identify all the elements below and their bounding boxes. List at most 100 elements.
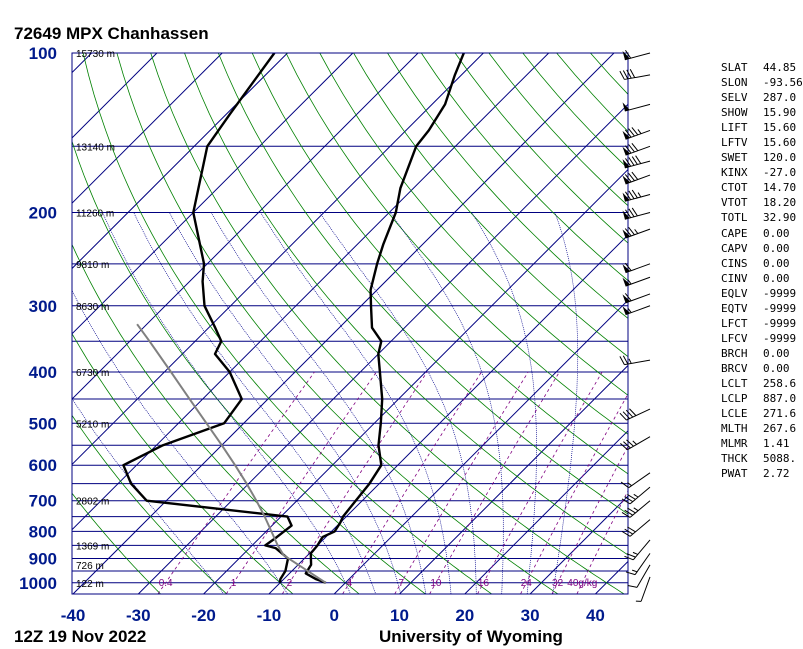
- height-label: 1369 m: [76, 541, 109, 552]
- wind-barb: [622, 207, 651, 220]
- index-row: LFCT -9999: [721, 316, 803, 331]
- height-label: 122 m: [76, 579, 104, 590]
- index-value: -9999: [763, 316, 797, 330]
- mixing-ratio-label: 16: [478, 578, 490, 589]
- isotherm-line: [399, 364, 628, 594]
- index-name: SWET: [721, 151, 748, 165]
- wind-barb: [624, 539, 651, 561]
- moist-adiabat-line: [169, 212, 402, 594]
- index-row: CAPE 0.00: [721, 226, 803, 241]
- index-name: CTOT: [721, 181, 748, 195]
- index-name: TOTL: [721, 211, 748, 225]
- plot-area: [72, 53, 628, 594]
- index-value: 5088.: [763, 452, 797, 466]
- index-name: CAPE: [721, 226, 748, 240]
- index-row: EQLV -9999: [721, 286, 803, 301]
- wind-barb: [622, 49, 651, 61]
- temperature-tick-label: -20: [191, 606, 216, 625]
- temperature-tick-label: -10: [257, 606, 282, 625]
- index-name: EQTV: [721, 301, 748, 315]
- height-label: 2802 m: [76, 497, 109, 508]
- index-row: TOTL 32.90: [721, 210, 803, 225]
- dry-adiabat-line: [285, 53, 628, 435]
- moist-adiabat-line: [390, 212, 504, 594]
- wind-barb: [621, 486, 651, 505]
- temperature-tick-label: -40: [61, 606, 86, 625]
- wind-barb: [622, 155, 651, 169]
- isotherm-line: [333, 299, 628, 594]
- wind-barb: [622, 127, 651, 140]
- index-row: LCLP 887.0: [721, 391, 803, 406]
- index-value: 1.41: [763, 437, 790, 451]
- isotherm-line: [464, 430, 628, 594]
- moist-adiabat-line: [102, 212, 351, 594]
- wind-barb: [627, 564, 651, 588]
- observation-time: 12Z 19 Nov 2022: [14, 627, 147, 646]
- height-label: 13140 m: [76, 142, 115, 153]
- wind-barb: [622, 305, 651, 316]
- temperature-profile: [304, 53, 465, 584]
- mixing-ratio-line: [342, 371, 482, 594]
- index-name: MLMR: [721, 437, 748, 451]
- index-name: SLAT: [721, 61, 748, 74]
- moist-adiabat-line: [72, 289, 288, 594]
- index-row: LCLT 258.6: [721, 376, 803, 391]
- moist-adiabat-line: [319, 212, 477, 594]
- dry-adiabat-line: [420, 53, 628, 282]
- temperature-tick-label: 40: [586, 606, 605, 625]
- index-row: BRCV 0.00: [721, 361, 803, 376]
- pressure-tick-label: 200: [29, 203, 57, 222]
- index-row: KINX -27.0: [721, 165, 803, 180]
- index-value: 287.0: [763, 91, 797, 105]
- index-value: 0.00: [763, 256, 790, 270]
- index-name: CAPV: [721, 241, 748, 255]
- index-name: BRCH: [721, 346, 748, 360]
- index-value: 887.0: [763, 392, 797, 406]
- index-value: 258.6: [763, 376, 797, 390]
- isotherm-line: [72, 53, 550, 531]
- wind-barb: [619, 355, 651, 366]
- mixing-ratio-line: [477, 371, 603, 594]
- index-value: -9999: [763, 331, 797, 345]
- index-name: SHOW: [721, 106, 748, 120]
- pressure-tick-label: 1000: [19, 574, 57, 593]
- dry-adiabat-line: [217, 53, 628, 515]
- index-name: LCLT: [721, 376, 748, 390]
- index-row: SELV 287.0: [721, 90, 803, 105]
- index-row: SLON -93.56: [721, 75, 803, 90]
- index-value: 18.20: [763, 196, 797, 210]
- wind-barb: [635, 576, 651, 602]
- index-name: PWAT: [721, 467, 748, 481]
- dry-adiabat-line: [387, 53, 628, 319]
- index-name: MLTH: [721, 422, 748, 436]
- dry-adiabat-line: [72, 140, 426, 594]
- index-name: LFTV: [721, 136, 748, 150]
- mixing-ratio-label: 2: [287, 578, 293, 589]
- pressure-tick-label: 900: [29, 550, 57, 569]
- moist-adiabat-line: [133, 212, 376, 594]
- index-value: 0.00: [763, 361, 790, 375]
- index-name: LCLP: [721, 392, 748, 406]
- index-name: LIFT: [721, 121, 748, 135]
- index-row: SWET 120.0: [721, 150, 803, 165]
- plot-frame: [71, 52, 629, 595]
- height-label: 6730 m: [76, 368, 109, 379]
- index-value: 120.0: [763, 151, 797, 165]
- index-row: LIFT 15.60: [721, 120, 803, 135]
- chart-title: 72649 MPX Chanhassen: [14, 24, 209, 43]
- wind-barb: [622, 227, 651, 239]
- index-name: LFCT: [721, 316, 748, 330]
- mixing-ratio-label: 40g/kg: [567, 578, 597, 589]
- wind-barb: [622, 189, 651, 202]
- isotherm-line: [72, 53, 158, 139]
- index-row: CINS 0.00: [721, 256, 803, 271]
- index-value: 15.60: [763, 136, 797, 150]
- dry-adiabat-line: [72, 492, 161, 594]
- isotherm-line: [72, 53, 92, 74]
- index-value: 0.00: [763, 346, 790, 360]
- wind-barb: [620, 472, 651, 489]
- dry-adiabat-line: [353, 53, 628, 358]
- temperature-tick-label: 0: [329, 606, 338, 625]
- wind-barb: [622, 276, 651, 287]
- index-name: LFCV: [721, 331, 748, 345]
